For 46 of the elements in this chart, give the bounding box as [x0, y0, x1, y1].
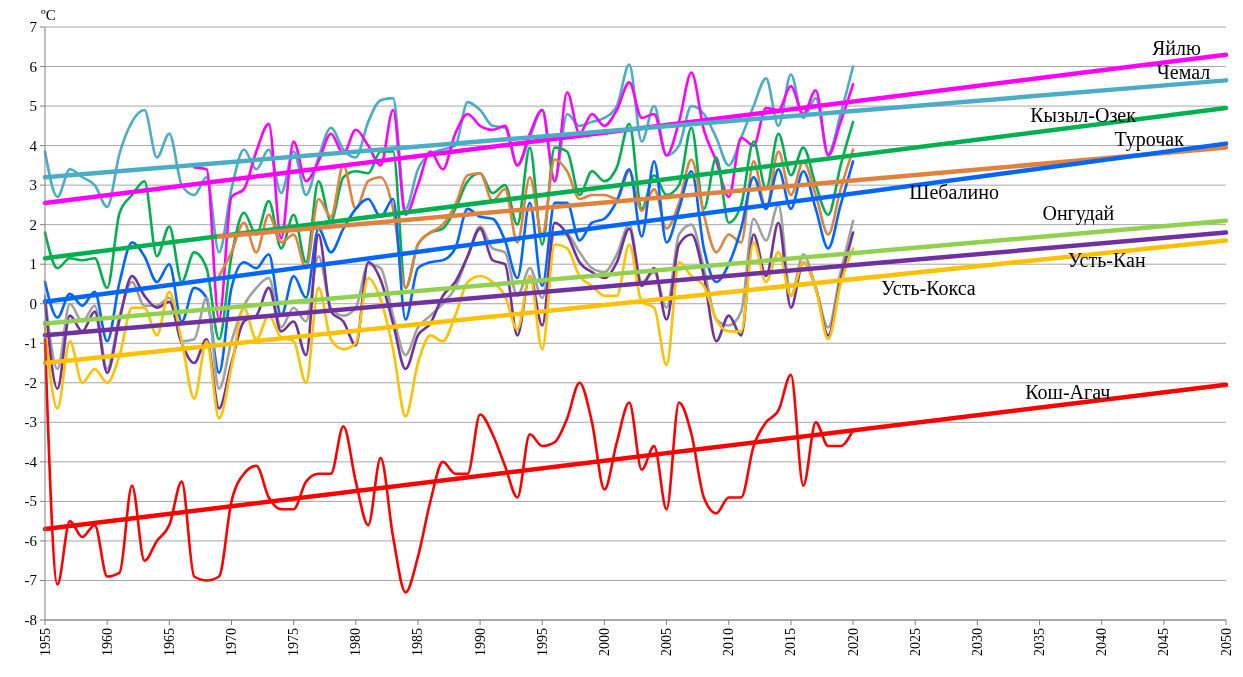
y-tick-label: -8	[24, 612, 37, 628]
series-label: Шебалино	[909, 180, 999, 203]
y-tick-label: -3	[24, 414, 37, 431]
series-label: Усть-Кан	[1067, 248, 1146, 271]
x-tick-label: 2045	[1156, 628, 1172, 656]
series-label: Яйлю	[1151, 36, 1201, 59]
y-axis-title: ºC	[41, 7, 56, 23]
series-label: Чемал	[1156, 60, 1211, 83]
x-tick-label: 1995	[534, 628, 550, 656]
y-tick-label: 2	[29, 216, 37, 233]
y-tick-label: 0	[29, 295, 37, 312]
x-tick-label: 1960	[99, 628, 115, 656]
series-label: Кызыл-Озек	[1030, 104, 1137, 127]
x-tick-label: 1970	[223, 628, 239, 656]
y-tick-label: -7	[24, 572, 38, 589]
series-label: Кош-Агач	[1025, 381, 1111, 404]
y-tick-label: 1	[29, 256, 37, 273]
x-tick-label: 1975	[286, 628, 302, 656]
series-label: Усть-Кокса	[881, 277, 976, 300]
y-tick-label: 4	[29, 137, 38, 154]
y-tick-label: 7	[29, 19, 38, 35]
y-tick-label: -2	[24, 374, 37, 391]
x-tick-label: 1955	[37, 628, 53, 656]
y-tick-label: -4	[24, 453, 38, 470]
y-tick-label: -6	[24, 532, 38, 549]
x-tick-label: 2015	[783, 628, 799, 656]
x-tick-label: 1990	[472, 628, 488, 656]
x-tick-label: 2050	[1218, 628, 1234, 656]
y-tick-label: 3	[29, 177, 37, 194]
x-tick-label: 2025	[907, 628, 923, 656]
x-tick-label: 2030	[969, 628, 985, 656]
x-tick-label: 2040	[1094, 628, 1110, 656]
x-tick-label: 1980	[348, 628, 364, 656]
x-tick-label: 1985	[410, 628, 426, 656]
x-tick-label: 1965	[161, 628, 177, 656]
y-tick-label: 5	[29, 98, 37, 115]
x-tick-label: 2005	[659, 628, 675, 656]
series-label: Турочак	[1114, 127, 1185, 151]
x-tick-label: 2020	[845, 628, 861, 656]
x-tick-label: 2035	[1032, 628, 1048, 656]
series-label: Онгудай	[1042, 201, 1115, 225]
x-tick-label: 2000	[596, 628, 612, 656]
y-tick-label: -1	[24, 335, 37, 352]
y-tick-label: 6	[29, 58, 38, 75]
y-tick-label: -5	[24, 493, 37, 510]
x-tick-label: 2010	[721, 628, 737, 656]
